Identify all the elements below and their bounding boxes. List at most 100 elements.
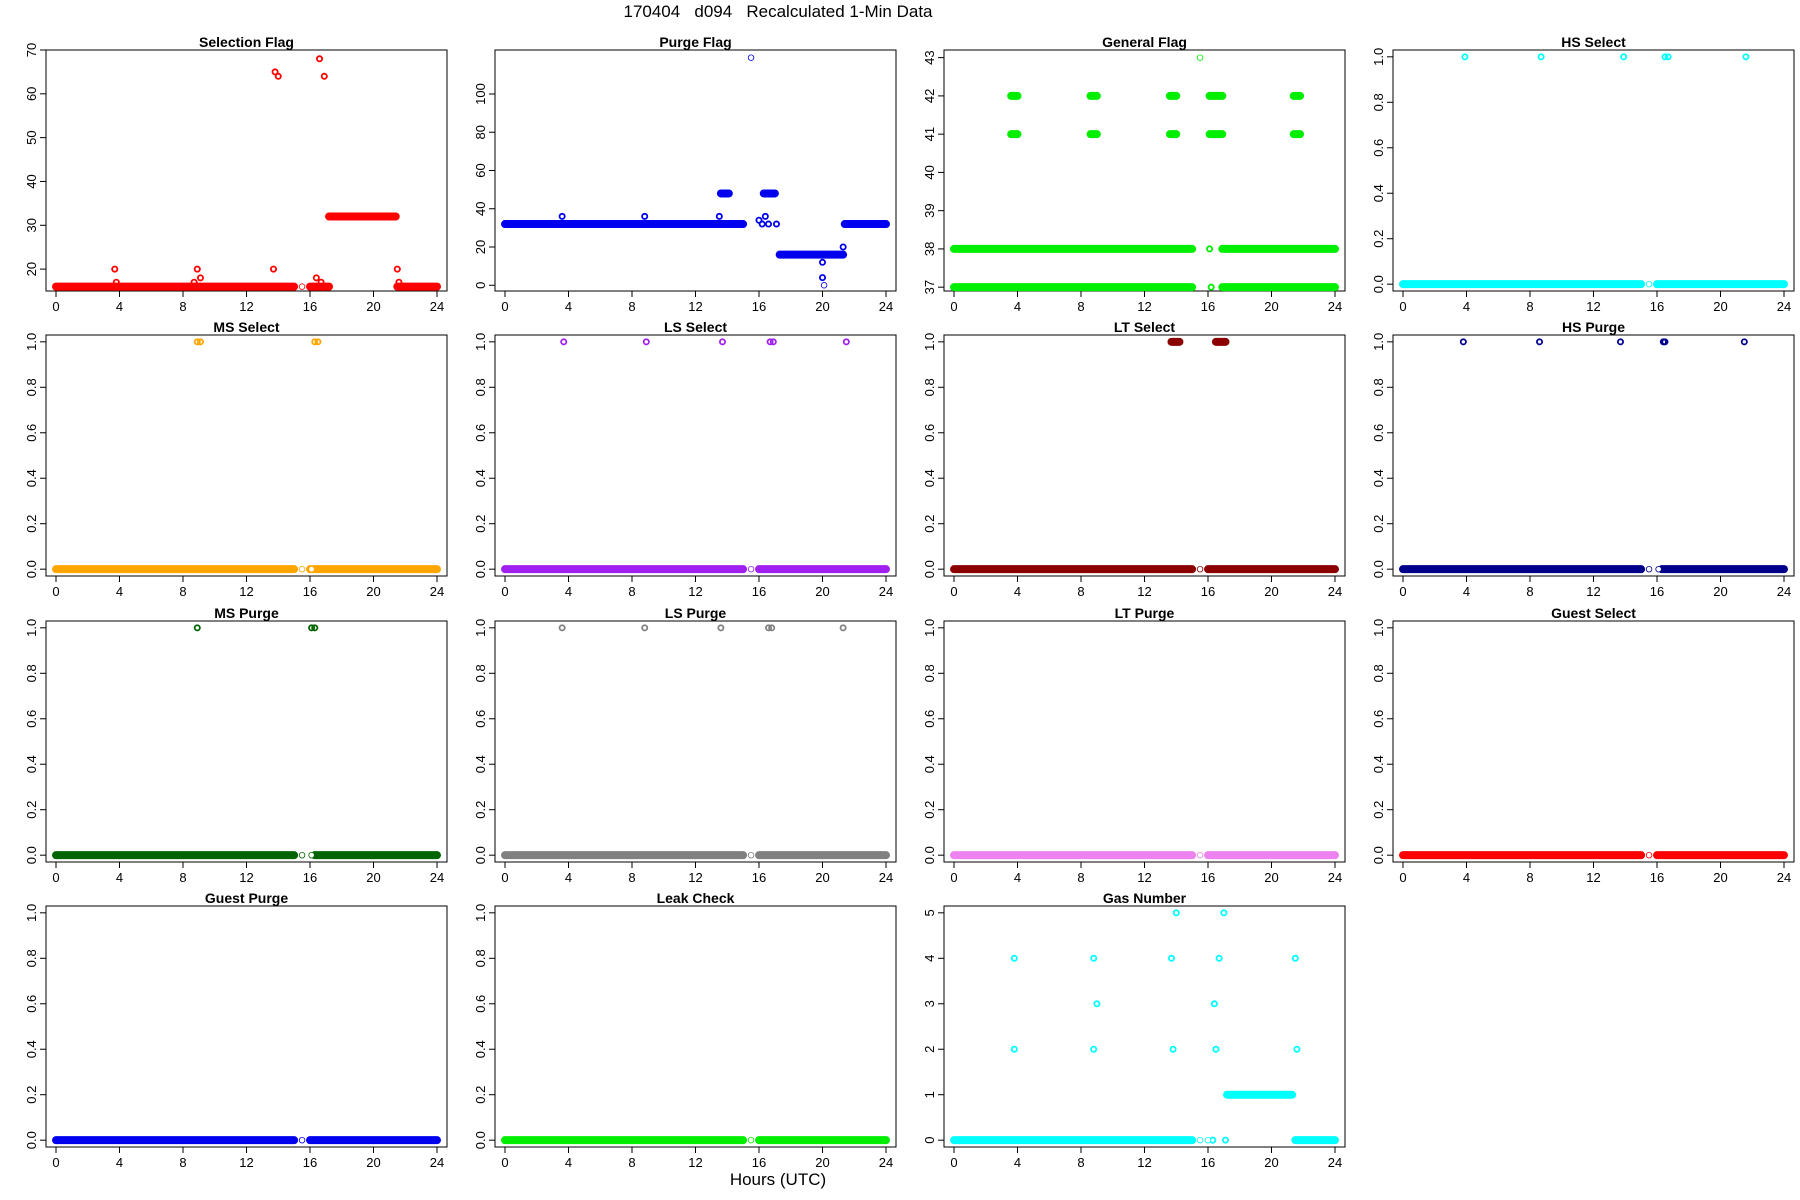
- panel-gas-number-xtick-label: 8: [1077, 1155, 1084, 1170]
- panel-hs-purge-ytick-label: 0.4: [1371, 469, 1386, 487]
- panel-ls-select-point: [842, 338, 850, 346]
- panel-gas-number-xtick-label: 24: [1328, 1155, 1342, 1170]
- panel-ls-purge-point: [558, 624, 566, 632]
- panel-hs-select-open-point: [1645, 280, 1653, 288]
- panel-purge-flag-ytick-label: 0: [473, 282, 488, 289]
- panel-ls-select-ytick-label: 0.8: [473, 378, 488, 396]
- panel-selection-flag-point: [316, 55, 324, 63]
- panel-lt-purge-ytick-label: 0.6: [922, 710, 937, 728]
- panel-leak-check-ytick-label: 0.2: [473, 1086, 488, 1104]
- panel-gas-number-point: [1220, 909, 1228, 917]
- panel-ls-select-xtick-label: 4: [565, 584, 572, 599]
- panel-ms-select-ytick-label: 0.6: [24, 424, 39, 442]
- panel-gas-number-point: [1090, 1045, 1098, 1053]
- panel-lt-select-ytick-label: 0.8: [922, 378, 937, 396]
- panel-ms-purge-ytick-label: 0.6: [24, 710, 39, 728]
- panel-hs-select-ytick-label: 0.2: [1371, 230, 1386, 248]
- panel-hs-purge-point: [1459, 338, 1467, 346]
- panel-gas-number-frame: [943, 905, 1346, 1148]
- panel-hs-select-point: [1661, 53, 1669, 61]
- panel-gas-number-ytick-label: 5: [922, 909, 937, 916]
- panel-lt-select-xtick-label: 24: [1328, 584, 1342, 599]
- panel-hs-select: HS Select 0 4 8 12 16 20 24 0.0 0.2 0.4 0.6 0.8 1.0: [1371, 34, 1795, 314]
- panel-ls-purge-ytick-label: 1.0: [473, 619, 488, 637]
- panel-ms-select-xtick-label: 0: [52, 584, 59, 599]
- panel-ms-select-xtick-label: 16: [303, 584, 317, 599]
- panel-ls-select-ytick-label: 1.0: [473, 333, 488, 351]
- panel-hs-purge-point: [1740, 338, 1748, 346]
- panel-purge-flag-point: [765, 220, 773, 228]
- panel-leak-check-frame: [494, 905, 897, 1148]
- panel-purge-flag-ytick-label: 80: [473, 125, 488, 139]
- panel-gas-number-ytick-label: 0: [922, 1137, 937, 1144]
- panel-ms-purge-ytick-label: 0.2: [24, 801, 39, 819]
- panel-general-flag-ytick-label: 38: [922, 242, 937, 256]
- panel-gas-number-point: [1010, 1045, 1018, 1053]
- panel-lt-purge: LT Purge 0 4 8 12 16 20 24 0.0 0.2 0.4 0.6 0.8 1.0: [922, 605, 1346, 885]
- panel-ms-select-xtick-label: 4: [116, 584, 123, 599]
- panel-lt-purge-xtick-label: 4: [1014, 870, 1021, 885]
- panel-purge-flag: Purge Flag 0 4 8 12 16 20 24 0 20 40 60 80 100: [473, 34, 897, 314]
- x-axis-title: Hours (UTC): [729, 1170, 827, 1189]
- panel-hs-select-xtick-label: 4: [1463, 299, 1470, 314]
- panel-lt-purge-ytick-label: 0.0: [922, 846, 937, 864]
- panel-lt-select-title: LT Select: [1114, 319, 1176, 335]
- panel-ms-select-point: [314, 338, 322, 346]
- panel-leak-check-xtick-label: 24: [879, 1155, 893, 1170]
- panel-ls-purge-ytick-label: 0.0: [473, 846, 488, 864]
- panel-ls-purge-xtick-label: 0: [501, 870, 508, 885]
- panel-guest-select-xtick-label: 24: [1777, 870, 1791, 885]
- panel-gas-number-point: [1172, 909, 1180, 917]
- panel-general-flag-xtick-label: 24: [1328, 299, 1342, 314]
- panel-guest-purge-ytick-label: 0.4: [24, 1040, 39, 1058]
- panel-ls-purge-xtick-label: 8: [628, 870, 635, 885]
- panel-selection-flag-point: [393, 265, 401, 273]
- panel-selection-flag-point: [274, 72, 282, 80]
- panel-purge-flag-point: [839, 243, 847, 251]
- panel-leak-check-xtick-label: 0: [501, 1155, 508, 1170]
- panel-gas-number-point: [1221, 1136, 1229, 1144]
- panel-selection-flag-point: [193, 265, 201, 273]
- panel-selection-flag-xtick-label: 8: [179, 299, 186, 314]
- panel-ls-select: LS Select 0 4 8 12 16 20 24 0.0 0.2 0.4 0.6 0.8 1.0: [473, 319, 897, 599]
- panel-leak-check-ytick-label: 0.6: [473, 995, 488, 1013]
- panel-ls-select-ytick-label: 0.4: [473, 469, 488, 487]
- panel-gas-number-point: [1210, 1000, 1218, 1008]
- panel-ms-purge-xtick-label: 16: [303, 870, 317, 885]
- panel-guest-select-frame: [1392, 620, 1795, 863]
- panel-hs-select-point: [1664, 53, 1672, 61]
- panel-ls-purge-xtick-label: 20: [815, 870, 829, 885]
- panel-guest-select-xtick-label: 20: [1713, 870, 1727, 885]
- panel-ms-purge-point: [193, 624, 201, 632]
- panel-guest-purge-open-point: [298, 1136, 306, 1144]
- panel-ls-select-xtick-label: 24: [879, 584, 893, 599]
- panel-gas-number-xtick-label: 12: [1137, 1155, 1151, 1170]
- panel-gas-number-open-point: [1204, 1136, 1212, 1144]
- panel-selection-flag-xtick-label: 0: [52, 299, 59, 314]
- panel-general-flag: General Flag 0 4 8 12 16 20 24 37 38 39 40 41 42 43: [922, 34, 1346, 314]
- panel-selection-flag-ytick-label: 30: [24, 218, 39, 232]
- panel-ms-purge-point: [308, 624, 316, 632]
- panel-hs-select-xtick-label: 12: [1586, 299, 1600, 314]
- panel-ms-purge-xtick-label: 24: [430, 870, 444, 885]
- panel-purge-flag-xtick-label: 12: [688, 299, 702, 314]
- panel-general-flag-xtick-label: 4: [1014, 299, 1021, 314]
- panel-guest-purge-xtick-label: 12: [239, 1155, 253, 1170]
- panel-guest-purge-ytick-label: 1.0: [24, 904, 39, 922]
- panel-lt-purge-ytick-label: 0.4: [922, 755, 937, 773]
- panel-leak-check-xtick-label: 4: [565, 1155, 572, 1170]
- panel-purge-flag-xtick-label: 8: [628, 299, 635, 314]
- panel-hs-purge-xtick-label: 4: [1463, 584, 1470, 599]
- panel-hs-select-ytick-label: 1.0: [1371, 48, 1386, 66]
- panel-ms-purge-ytick-label: 0.8: [24, 664, 39, 682]
- panel-hs-purge-xtick-label: 12: [1586, 584, 1600, 599]
- panel-hs-purge-xtick-label: 0: [1399, 584, 1406, 599]
- panel-ls-select-xtick-label: 12: [688, 584, 702, 599]
- panel-hs-purge: HS Purge 0 4 8 12 16 20 24 0.0 0.2 0.4 0.6 0.8 1.0: [1371, 319, 1795, 599]
- panel-purge-flag-point: [819, 274, 827, 282]
- panel-ls-purge-xtick-label: 16: [752, 870, 766, 885]
- panel-guest-purge-xtick-label: 16: [303, 1155, 317, 1170]
- panel-purge-flag-point: [819, 258, 827, 266]
- panel-gas-number-point: [1169, 1045, 1177, 1053]
